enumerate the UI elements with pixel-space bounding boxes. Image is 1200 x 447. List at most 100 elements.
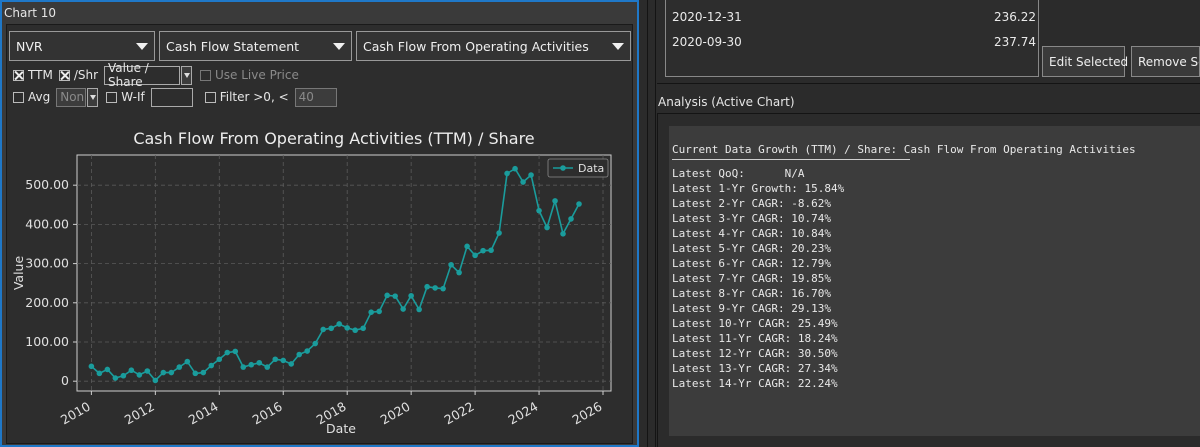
data-point[interactable] (328, 325, 335, 332)
data-point[interactable] (544, 224, 550, 231)
data-point[interactable] (528, 172, 534, 178)
data-point[interactable] (88, 363, 95, 370)
edit-selected-button[interactable]: Edit Selected (1042, 46, 1128, 77)
chart-panel-title: Chart 10 (4, 6, 57, 20)
table-row[interactable]: 2020-12-31 236.22 (672, 10, 1036, 30)
data-point[interactable] (192, 370, 199, 377)
per-share-mode-select[interactable]: Value / Share (104, 61, 181, 89)
data-point[interactable] (224, 349, 231, 356)
data-point[interactable] (376, 308, 382, 315)
data-point[interactable] (512, 165, 518, 172)
x-axis-label: Date (326, 421, 356, 436)
data-point[interactable] (336, 321, 343, 327)
data-point[interactable] (312, 340, 319, 347)
data-point[interactable] (176, 364, 183, 370)
ticker-select[interactable]: NVR (9, 31, 155, 61)
metric-select[interactable]: Cash Flow From Operating Activities (356, 31, 631, 61)
legend-label: Data (578, 162, 604, 175)
data-point[interactable] (296, 351, 303, 358)
data-point[interactable] (416, 306, 422, 313)
x-tick-label: 2016 (250, 399, 285, 428)
data-point[interactable] (368, 309, 374, 316)
data-point[interactable] (136, 372, 143, 378)
data-point[interactable] (576, 201, 582, 207)
chart-container: NVR Cash Flow Statement Cash Flow From O… (6, 24, 633, 444)
chevron-down-icon[interactable] (181, 65, 193, 85)
data-point[interactable] (440, 285, 446, 292)
data-point[interactable] (264, 364, 271, 370)
data-point[interactable] (432, 285, 438, 291)
data-point[interactable] (352, 327, 358, 334)
data-point[interactable] (392, 293, 398, 299)
data-point[interactable] (152, 377, 159, 384)
data-point[interactable] (304, 348, 311, 354)
data-point[interactable] (272, 356, 279, 363)
data-point[interactable] (240, 364, 247, 370)
data-point[interactable] (208, 362, 215, 369)
analysis-line: Latest 5-Yr CAGR: 20.23% (672, 242, 831, 255)
chevron-down-icon (612, 43, 624, 50)
avg-mode-select[interactable]: Non (56, 87, 87, 107)
data-point[interactable] (472, 252, 478, 259)
y-tick-label: 200.00 (25, 295, 69, 310)
x-tick-label: 2026 (569, 399, 604, 428)
avg-checkbox[interactable] (13, 91, 24, 103)
analysis-line: Latest 7-Yr CAGR: 19.85% (672, 272, 831, 285)
data-point[interactable] (96, 370, 103, 377)
analysis-text-area[interactable]: Current Data Growth (TTM) / Share: Cash … (669, 126, 1200, 436)
data-point[interactable] (496, 230, 502, 236)
data-point[interactable] (216, 356, 223, 363)
data-point[interactable] (184, 358, 191, 365)
data-point[interactable] (504, 170, 510, 177)
data-point[interactable] (288, 361, 295, 367)
data-point[interactable] (320, 326, 327, 333)
filter-input[interactable]: 40 (294, 87, 337, 107)
data-point[interactable] (280, 357, 287, 364)
data-point[interactable] (560, 230, 566, 237)
data-point[interactable] (344, 325, 350, 331)
ticker-select-value: NVR (16, 39, 43, 54)
data-point[interactable] (104, 366, 111, 373)
chevron-down-icon[interactable] (87, 87, 99, 107)
data-point[interactable] (112, 375, 119, 381)
live-price-checkbox[interactable] (200, 69, 212, 81)
data-point[interactable] (536, 207, 542, 214)
data-point[interactable] (408, 292, 414, 299)
analysis-line: Latest 13-Yr CAGR: 27.34% (672, 362, 838, 375)
data-point[interactable] (400, 306, 406, 312)
data-point[interactable] (120, 372, 127, 379)
data-point[interactable] (568, 216, 574, 222)
data-point[interactable] (520, 179, 526, 185)
data-point[interactable] (448, 261, 454, 268)
splitter[interactable] (645, 0, 657, 447)
data-point[interactable] (248, 361, 255, 368)
plot-area (76, 154, 612, 392)
data-point[interactable] (424, 283, 430, 290)
data-point[interactable] (456, 269, 462, 276)
filter-checkbox[interactable] (204, 91, 216, 103)
data-point[interactable] (128, 367, 135, 374)
per-share-checkbox[interactable] (58, 69, 70, 81)
chart-plot[interactable]: Cash Flow From Operating Activities (TTM… (7, 105, 632, 441)
data-point[interactable] (168, 369, 175, 376)
wif-checkbox[interactable] (106, 91, 118, 103)
data-point[interactable] (360, 325, 366, 332)
metric-select-value: Cash Flow From Operating Activities (363, 39, 589, 54)
data-point[interactable] (464, 243, 470, 250)
ttm-checkbox[interactable] (13, 69, 24, 81)
data-point[interactable] (160, 369, 167, 376)
data-table[interactable]: 2020-12-31 236.22 2020-09-30 237.74 (665, 0, 1039, 77)
data-point[interactable] (256, 359, 263, 366)
data-point[interactable] (488, 247, 494, 254)
statement-select[interactable]: Cash Flow Statement (159, 31, 352, 61)
table-row[interactable]: 2020-09-30 237.74 (672, 35, 1036, 55)
data-point[interactable] (480, 247, 486, 254)
remove-selected-button[interactable]: Remove Sele (1131, 46, 1200, 77)
data-point[interactable] (232, 348, 239, 355)
data-point[interactable] (384, 292, 390, 299)
ttm-label: TTM (28, 68, 53, 82)
data-point[interactable] (200, 369, 207, 376)
data-point[interactable] (552, 198, 558, 204)
wif-input[interactable] (150, 87, 193, 107)
data-point[interactable] (144, 368, 151, 374)
